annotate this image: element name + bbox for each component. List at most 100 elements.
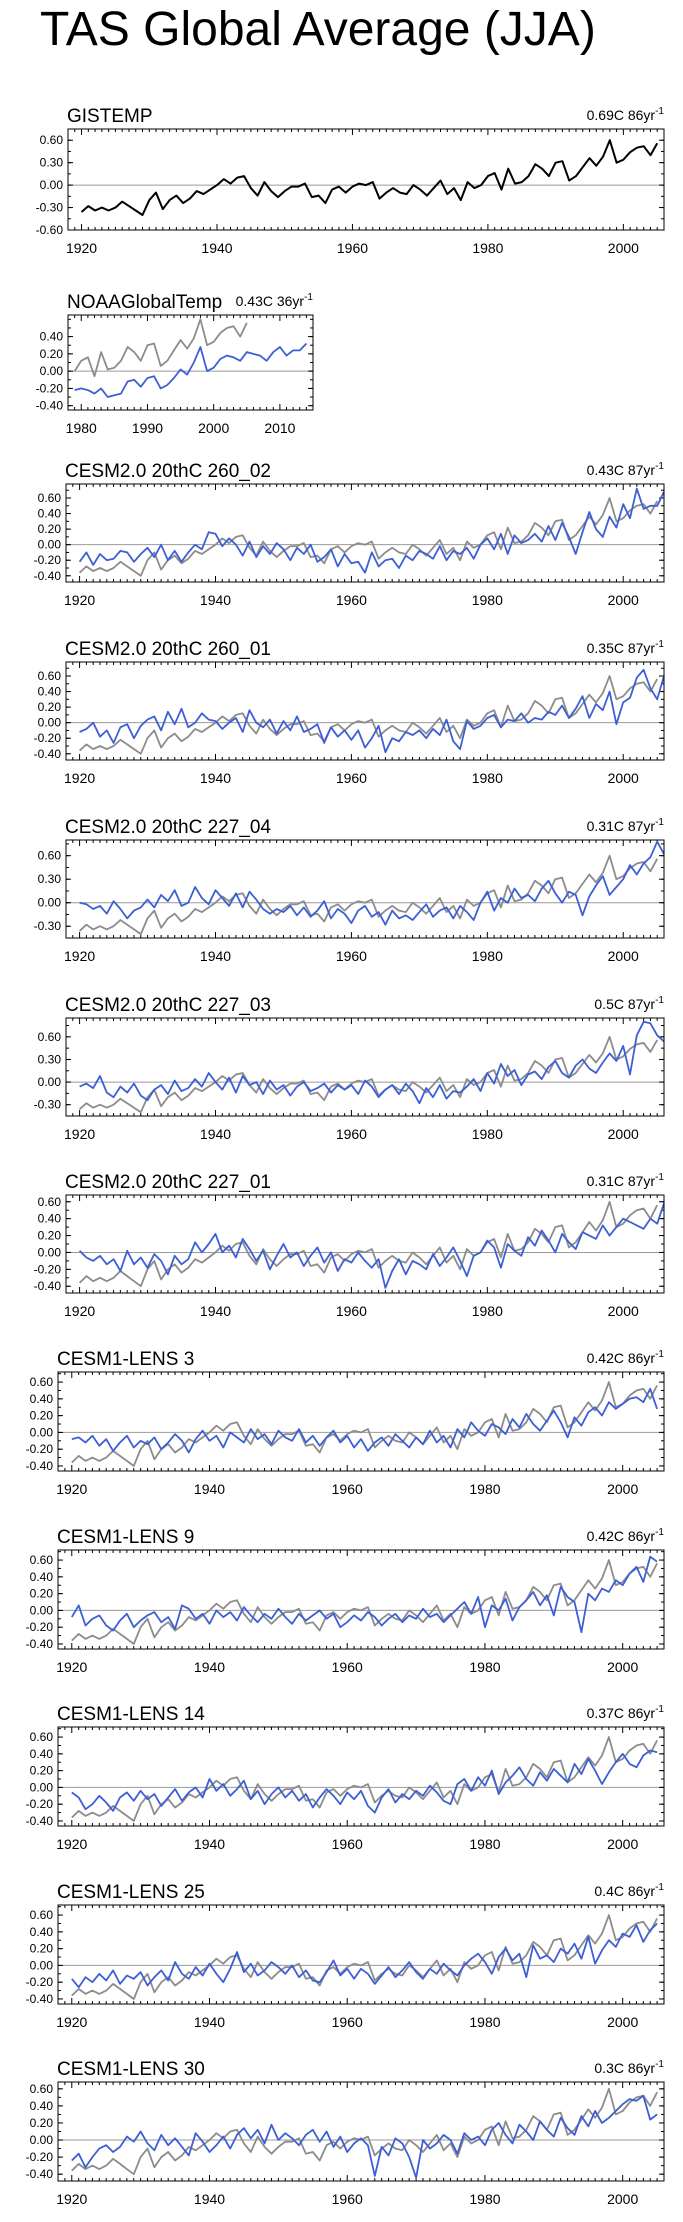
x-tick-label: 1960 (336, 770, 367, 786)
series-line-model (71, 1922, 658, 1989)
panel-trend: 0.4C 86yr-1 (594, 1882, 664, 1899)
panel-trend: 0.42C 86yr-1 (587, 1349, 665, 1366)
x-tick-label: 1960 (332, 1481, 363, 1497)
y-tick-label: 0.40 (30, 1570, 54, 1584)
x-tick-label: 1920 (64, 770, 95, 786)
y-tick-label: 0.20 (30, 1764, 54, 1778)
x-tick-label: 1980 (472, 770, 503, 786)
y-tick-label: -0.20 (34, 731, 62, 745)
panel-title: NOAAGlobalTemp (67, 292, 222, 313)
y-tick-label: 0.40 (38, 685, 62, 699)
series-line-reference (78, 497, 658, 577)
x-tick-label: 1940 (200, 770, 231, 786)
y-tick-label: -0.40 (26, 1459, 54, 1473)
x-tick-label: 2010 (264, 420, 295, 436)
plot-frame (57, 1904, 665, 2005)
panel-trend: 0.3C 86yr-1 (594, 2059, 664, 2076)
trend-value: 0.42C 86yr (587, 1350, 656, 1366)
trend-value: 0.37C 86yr (587, 1705, 656, 1721)
x-tick-label: 1940 (201, 240, 232, 256)
y-tick-label: 0.60 (30, 1553, 54, 1567)
y-tick-label: 0.40 (38, 507, 62, 521)
x-tick-label: 2000 (608, 1126, 639, 1142)
y-tick-label: -0.40 (26, 2167, 54, 2181)
x-tick-label: 1940 (194, 1659, 225, 1675)
x-tick-label: 1960 (332, 2191, 363, 2207)
y-tick-label: 0.60 (38, 1030, 62, 1044)
x-tick-label: 2000 (608, 1303, 639, 1319)
y-tick-label: -0.20 (26, 2150, 54, 2164)
x-tick-label: 1920 (64, 1303, 95, 1319)
panel-title: CESM2.0 20thC 260_02 (65, 461, 271, 482)
trend-superscript: -1 (655, 461, 664, 472)
x-tick-label: 1960 (337, 240, 368, 256)
plot-frame (65, 661, 665, 761)
y-tick-label: 0.40 (40, 330, 64, 344)
trend-value: 0.69C 86yr (587, 107, 656, 123)
y-tick-label: 0.60 (40, 133, 64, 147)
panel-title: CESM1-LENS 14 (57, 1704, 205, 1725)
series-line-observed (80, 139, 659, 216)
y-tick-label: 0.00 (30, 2133, 54, 2147)
x-tick-label: 1920 (56, 2191, 87, 2207)
x-tick-label: 1980 (472, 1303, 503, 1319)
x-tick-label: 2000 (607, 1659, 638, 1675)
trend-value: 0.5C 87yr (594, 996, 655, 1012)
panel-title: CESM1-LENS 9 (57, 1527, 194, 1548)
chart-panel: CESM2.0 20thC 260_01 0.35C 87yr-1 0.60 0.40… (34, 639, 665, 786)
x-tick-label: 1920 (56, 1481, 87, 1497)
trend-value: 0.42C 86yr (587, 1528, 656, 1544)
x-tick-label: 1940 (194, 2191, 225, 2207)
trend-superscript: -1 (304, 292, 313, 303)
panel-trend: 0.37C 86yr-1 (587, 1704, 665, 1721)
series-line-model (79, 668, 665, 754)
panel-title: CESM1-LENS 3 (57, 1349, 194, 1370)
plot-frame (65, 1017, 665, 1117)
panel-trend: 0.35C 87yr-1 (587, 639, 665, 656)
series-line-model (79, 1020, 665, 1105)
x-tick-label: 1960 (336, 948, 367, 964)
y-tick-label: 0.30 (38, 1052, 62, 1066)
panel-trend: 0.5C 87yr-1 (594, 995, 664, 1012)
y-tick-label: -0.40 (34, 747, 62, 761)
y-tick-label: 0.20 (30, 1587, 54, 1601)
trend-value: 0.3C 86yr (594, 2060, 655, 2076)
y-tick-label: 0.60 (30, 1730, 54, 1744)
series-line-reference (73, 318, 248, 378)
x-tick-label: 1960 (332, 2014, 363, 2030)
panel-title: CESM2.0 20thC 227_03 (65, 995, 271, 1016)
y-tick-label: -0.60 (36, 223, 64, 237)
y-tick-label: 0.00 (38, 1245, 62, 1259)
panel-title: CESM1-LENS 25 (57, 1882, 205, 1903)
plot-frame (57, 1549, 665, 1650)
y-tick-label: 0.00 (38, 716, 62, 730)
y-tick-label: 0.40 (30, 1925, 54, 1939)
y-tick-label: 0.30 (38, 872, 62, 886)
plot-frame (67, 128, 665, 231)
panel-trend: 0.31C 87yr-1 (587, 1172, 665, 1189)
y-tick-label: 0.00 (38, 896, 62, 910)
y-tick-label: 0.60 (38, 669, 62, 683)
x-tick-label: 1980 (469, 2014, 500, 2030)
trend-value: 0.31C 87yr (587, 1173, 656, 1189)
x-tick-label: 1920 (64, 592, 95, 608)
x-tick-label: 1940 (200, 948, 231, 964)
chart-panel: CESM2.0 20thC 227_03 0.5C 87yr-1 0.60 0.30 0… (34, 995, 665, 1142)
trend-superscript: -1 (655, 1349, 664, 1360)
x-tick-label: 2000 (608, 592, 639, 608)
x-tick-label: 2000 (608, 948, 639, 964)
x-tick-label: 2000 (198, 420, 229, 436)
trend-superscript: -1 (655, 1172, 664, 1183)
x-tick-label: 1980 (472, 592, 503, 608)
y-tick-label: 0.00 (40, 364, 64, 378)
y-tick-label: 0.40 (30, 2099, 54, 2113)
series-line-model (71, 2094, 658, 2179)
y-tick-label: -0.40 (34, 1279, 62, 1293)
panel-title: CESM1-LENS 30 (57, 2059, 205, 2080)
trend-superscript: -1 (655, 2059, 664, 2070)
panel-trend: 0.43C 36yr-1 (236, 292, 314, 309)
x-tick-label: 2000 (607, 1481, 638, 1497)
y-tick-label: 0.60 (30, 1908, 54, 1922)
series-line-model (78, 487, 665, 574)
